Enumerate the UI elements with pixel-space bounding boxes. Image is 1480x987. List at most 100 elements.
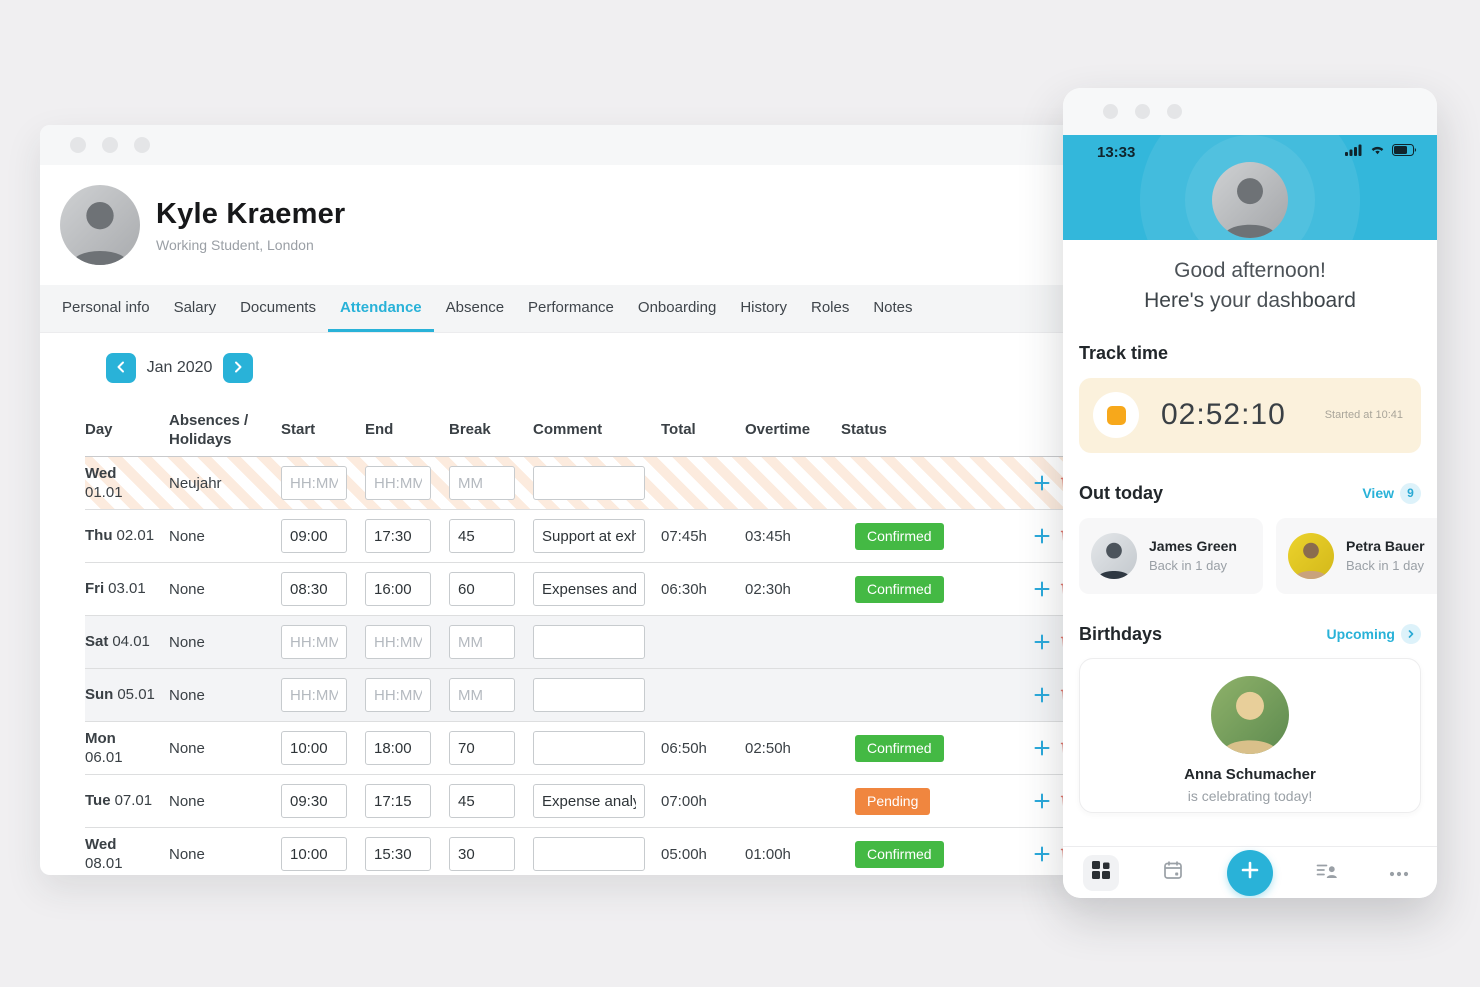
tab-absence[interactable]: Absence [445, 298, 505, 316]
tab-notes[interactable]: Notes [873, 298, 913, 316]
start-time-input[interactable] [281, 837, 347, 871]
comment-input[interactable] [533, 784, 645, 818]
absence-cell: None [169, 633, 205, 651]
tab-salary[interactable]: Salary [173, 298, 217, 316]
add-entry-button[interactable] [1025, 528, 1059, 544]
break-input[interactable] [449, 572, 515, 606]
window-control-dot[interactable] [102, 137, 118, 153]
end-time-input[interactable] [365, 731, 431, 765]
window-titlebar [40, 125, 1090, 165]
end-time-input[interactable] [365, 784, 431, 818]
add-entry-button[interactable] [1025, 634, 1059, 650]
attendance-content: Jan 2020 Day Absences / Holidays Start E… [40, 333, 1090, 875]
user-avatar[interactable] [1212, 162, 1288, 238]
window-control-dot[interactable] [1167, 104, 1182, 119]
comment-input[interactable] [533, 625, 645, 659]
birthday-card[interactable]: Anna Schumacher is celebrating today! [1079, 657, 1421, 813]
break-input[interactable] [449, 625, 515, 659]
list-item[interactable]: Petra Bauer Back in 1 day [1276, 517, 1437, 594]
tab-performance[interactable]: Performance [528, 298, 614, 316]
total-cell: 07:00h [661, 792, 707, 810]
overtime-cell: 02:50h [745, 739, 791, 757]
add-entry-button[interactable] [1025, 687, 1059, 703]
person-avatar [1091, 532, 1137, 579]
end-time-input[interactable] [365, 678, 431, 712]
greeting-line-1: Good afternoon! [1174, 259, 1326, 282]
end-time-input[interactable] [365, 466, 431, 500]
add-entry-button[interactable] [1025, 740, 1059, 756]
view-all-link[interactable]: View 9 [1362, 482, 1421, 504]
table-row: Sun 05.01 None [85, 669, 1089, 722]
nav-dashboard-button[interactable] [1083, 854, 1119, 891]
more-menu-button[interactable] [1381, 855, 1417, 891]
add-entry-button[interactable] [1025, 793, 1059, 809]
overtime-cell: 03:45h [745, 527, 791, 545]
nav-calendar-button[interactable] [1155, 855, 1191, 891]
list-item[interactable]: James Green Back in 1 day [1079, 517, 1263, 594]
column-header-comment: Comment [533, 421, 603, 439]
tab-roles[interactable]: Roles [810, 298, 850, 316]
signal-icon [1345, 143, 1363, 161]
break-input[interactable] [449, 678, 515, 712]
tab-attendance[interactable]: Attendance [327, 285, 434, 332]
upcoming-link[interactable]: Upcoming [1327, 624, 1421, 645]
break-input[interactable] [449, 731, 515, 765]
column-header-break: Break [449, 421, 491, 439]
timer-value: 02:52:10 [1161, 398, 1286, 432]
comment-input[interactable] [533, 466, 645, 500]
nav-people-button[interactable] [1309, 855, 1345, 891]
add-entry-button[interactable] [1025, 581, 1059, 597]
break-input[interactable] [449, 519, 515, 553]
add-entry-button[interactable] [1025, 475, 1059, 491]
start-time-input[interactable] [281, 519, 347, 553]
window-control-dot[interactable] [1135, 104, 1150, 119]
stop-timer-button[interactable] [1093, 392, 1139, 439]
wifi-icon [1369, 143, 1386, 161]
break-input[interactable] [449, 784, 515, 818]
status-time: 13:33 [1097, 143, 1136, 161]
end-time-input[interactable] [365, 837, 431, 871]
next-month-button[interactable] [223, 353, 253, 383]
comment-input[interactable] [533, 572, 645, 606]
birthdays-header: Birthdays Upcoming [1079, 624, 1421, 645]
timer-started-label: Started at 10:41 [1324, 409, 1403, 422]
tab-personal-info[interactable]: Personal info [62, 298, 150, 316]
table-row: Sat 04.01 None [85, 616, 1089, 669]
start-time-input[interactable] [281, 731, 347, 765]
comment-input[interactable] [533, 678, 645, 712]
comment-input[interactable] [533, 837, 645, 871]
phone-titlebar [1063, 88, 1437, 135]
end-time-input[interactable] [365, 625, 431, 659]
window-control-dot[interactable] [134, 137, 150, 153]
attendance-table: Day Absences / Holidays Start End Break … [85, 405, 1089, 875]
end-time-input[interactable] [365, 519, 431, 553]
day-cell: Thu 02.01 [85, 527, 155, 545]
dashboard-icon [1091, 860, 1111, 885]
column-header-absences: Absences / Holidays [169, 411, 249, 448]
comment-input[interactable] [533, 731, 645, 765]
total-cell: 06:30h [661, 580, 707, 598]
add-fab-button[interactable] [1227, 849, 1273, 896]
tab-onboarding[interactable]: Onboarding [637, 298, 717, 316]
person-avatar [1288, 532, 1334, 579]
start-time-input[interactable] [281, 784, 347, 818]
greeting-line-2: Here's your dashboard [1144, 289, 1356, 313]
day-cell: Sat 04.01 [85, 633, 150, 651]
tab-documents[interactable]: Documents [240, 298, 316, 316]
start-time-input[interactable] [281, 678, 347, 712]
start-time-input[interactable] [281, 466, 347, 500]
start-time-input[interactable] [281, 572, 347, 606]
break-input[interactable] [449, 837, 515, 871]
break-input[interactable] [449, 466, 515, 500]
window-control-dot[interactable] [70, 137, 86, 153]
person-back-label: Back in 1 day [1149, 558, 1228, 574]
prev-month-button[interactable] [106, 353, 136, 383]
add-entry-button[interactable] [1025, 846, 1059, 862]
start-time-input[interactable] [281, 625, 347, 659]
column-header-day: Day [85, 421, 113, 439]
window-control-dot[interactable] [1103, 104, 1118, 119]
comment-input[interactable] [533, 519, 645, 553]
tab-history[interactable]: History [740, 298, 787, 316]
end-time-input[interactable] [365, 572, 431, 606]
